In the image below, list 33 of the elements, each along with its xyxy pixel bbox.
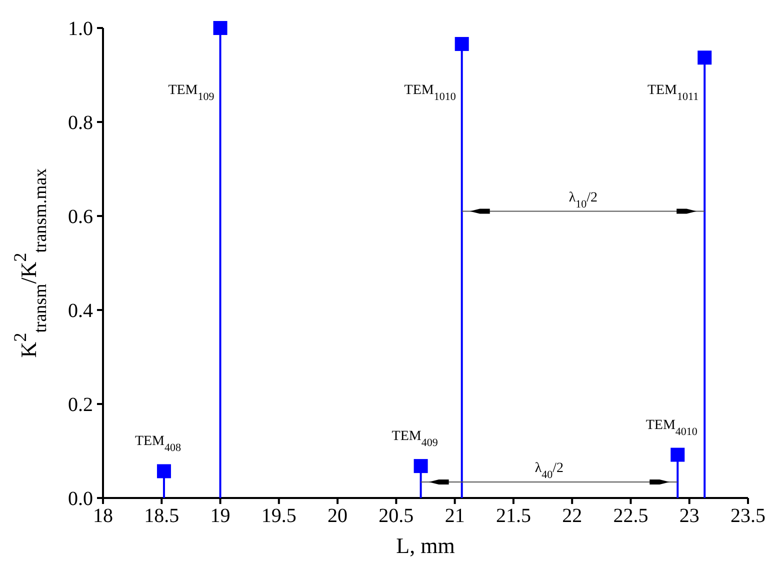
x-tick-label: 19	[210, 505, 230, 528]
annotation: TEM$_{1011}$	[647, 82, 699, 103]
annotation: TEM$_{1010}$	[404, 82, 456, 103]
x-tick-label: 21	[444, 505, 465, 528]
x-tick-label: 19.5	[261, 505, 296, 528]
annotation: λ$_{40}$/2	[534, 461, 564, 482]
x-tick-label: 18.5	[144, 505, 180, 528]
annotation: TEM$_{409}$	[392, 429, 438, 450]
x-tick-label: 22.5	[613, 505, 648, 528]
y-tick-label: 0.6	[68, 206, 93, 228]
point	[698, 50, 712, 65]
y-tick-label: 0.8	[68, 112, 93, 134]
point	[670, 448, 685, 462]
x-tick-label: 23.5	[730, 505, 766, 528]
point	[414, 459, 428, 474]
annotation: TEM$_{109}$	[168, 82, 215, 103]
x-axis-title: L, mm	[396, 533, 455, 558]
x-tick-label: 22	[562, 505, 582, 528]
x-tick-label: 21.5	[496, 505, 531, 528]
annotation: λ$_{10}$/2	[568, 190, 598, 210]
y-tick-label: 0.0	[68, 488, 93, 510]
point	[454, 36, 469, 51]
point	[213, 21, 228, 35]
y-tick-label: 1.0	[68, 18, 93, 40]
annotation: TEM$_{4010}$	[646, 418, 698, 438]
x-tick-label: 23	[679, 505, 700, 528]
x-tick-label: 20	[328, 505, 348, 528]
y-tick-label: 0.2	[68, 394, 93, 416]
y-tick-label: 0.4	[68, 300, 93, 322]
annotation: TEM$_{408}$	[134, 434, 182, 454]
x-tick-label: 18	[93, 505, 113, 528]
x-tick-label: 20.5	[378, 505, 414, 528]
point	[156, 464, 171, 478]
